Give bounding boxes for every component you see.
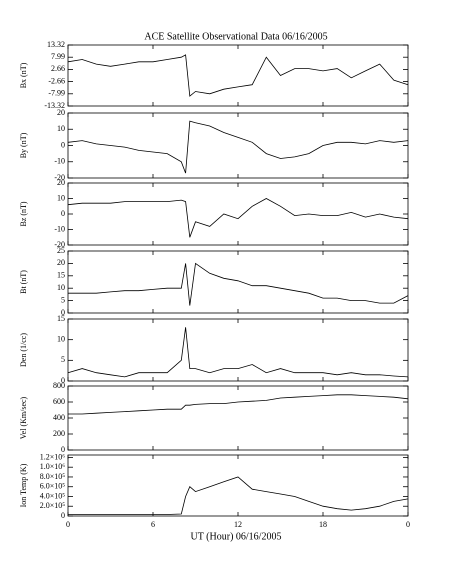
y-tick-label: 600 — [53, 397, 65, 406]
y-tick-label: -7.99 — [48, 89, 65, 98]
y-tick-label: 0 — [61, 209, 65, 218]
y-tick-label: -20 — [54, 173, 65, 182]
y-tick-label: 2.66 — [51, 64, 65, 73]
y-tick-label: -2.66 — [48, 76, 65, 85]
y-tick-label: 20 — [57, 108, 65, 117]
y-tick-label: 200 — [53, 429, 65, 438]
y-tick-label: 8.0×10⁵ — [40, 472, 66, 481]
panel-frame — [67, 385, 409, 451]
data-line — [67, 120, 409, 174]
y-axis-label: Ion Temp (K) — [19, 463, 28, 507]
y-tick-label: 10 — [57, 283, 65, 292]
y-tick-label: 13.32 — [47, 40, 65, 49]
y-tick-label: 20 — [57, 258, 65, 267]
y-tick-label: 400 — [53, 413, 65, 422]
panel-frame — [67, 454, 409, 517]
y-tick-label: 0 — [61, 445, 65, 454]
data-line — [68, 262, 409, 306]
y-axis-label: Bt (nT) — [19, 270, 28, 294]
y-tick-label: 5 — [61, 355, 65, 364]
y-tick-label: 4.0×10⁵ — [40, 491, 66, 500]
y-tick-label: -10 — [54, 157, 65, 166]
y-tick-label: 1.2×10⁶ — [40, 452, 66, 461]
y-axis-label: By (nT) — [19, 132, 28, 158]
panel-frame — [67, 250, 409, 314]
x-tick-label: 12 — [234, 520, 242, 529]
y-tick-label: 6.0×10⁵ — [40, 482, 66, 491]
data-line — [67, 327, 409, 378]
data-line — [68, 476, 409, 515]
y-tick-label: -13.32 — [44, 101, 65, 110]
data-line — [68, 394, 409, 415]
y-tick-label: 10 — [57, 334, 65, 343]
y-tick-label: 0 — [61, 376, 65, 385]
y-tick-label: 7.99 — [51, 52, 65, 61]
x-tick-label: 18 — [319, 520, 327, 529]
x-tick-label: 0 — [406, 520, 410, 529]
y-tick-label: -20 — [54, 240, 65, 249]
y-tick-label: 0 — [61, 511, 65, 520]
x-axis-label: UT (Hour) 06/16/2005 — [191, 531, 282, 542]
y-axis-label: Den (1/cc) — [19, 333, 28, 367]
x-tick-label: 0 — [66, 520, 70, 529]
y-tick-label: -10 — [54, 224, 65, 233]
data-line — [67, 54, 409, 97]
panel-frame — [67, 112, 409, 179]
y-tick-label: 10 — [57, 124, 65, 133]
y-tick-label: 0 — [61, 140, 65, 149]
y-tick-label: 0 — [61, 308, 65, 317]
y-tick-label: 15 — [57, 271, 65, 280]
y-tick-label: 5 — [61, 295, 65, 304]
y-tick-label: 15 — [57, 314, 65, 323]
y-tick-label: 20 — [57, 178, 65, 187]
y-tick-label: 10 — [57, 193, 65, 202]
y-tick-label: 2.0×10⁵ — [40, 501, 66, 510]
x-tick-label: 6 — [151, 520, 155, 529]
y-axis-label: Bz (nT) — [19, 201, 28, 226]
panel-frame — [67, 318, 409, 382]
y-tick-label: 1.0×10⁶ — [40, 462, 66, 471]
y-tick-label: 800 — [53, 381, 65, 390]
y-tick-label: 25 — [57, 246, 65, 255]
y-axis-label: Vel (Km/sec) — [19, 396, 28, 439]
data-line — [67, 198, 409, 238]
panel-frame — [67, 44, 409, 107]
chart-title: ACE Satellite Observational Data 06/16/2… — [144, 31, 327, 42]
y-axis-label: Bx (nT) — [19, 62, 28, 88]
